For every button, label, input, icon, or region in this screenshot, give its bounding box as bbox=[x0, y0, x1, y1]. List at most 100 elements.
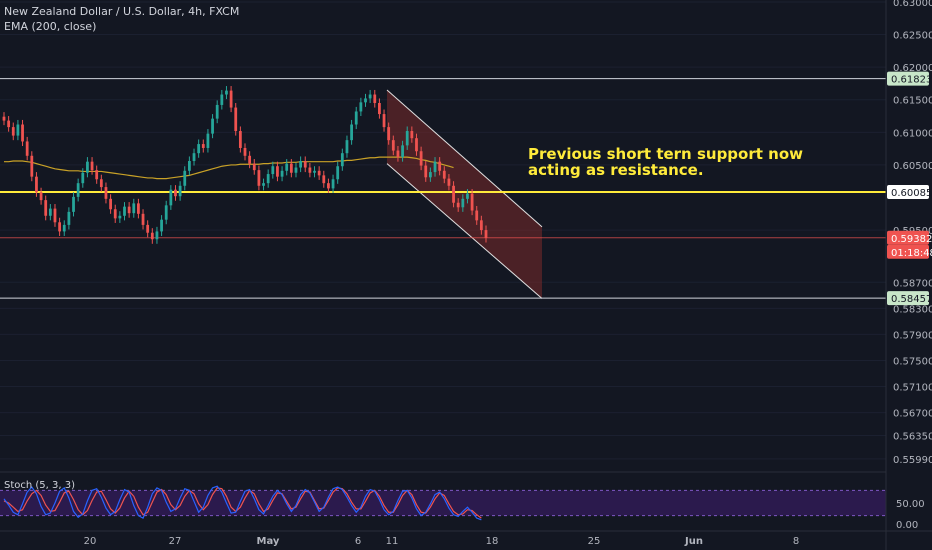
candle-body bbox=[21, 124, 24, 142]
candle-body bbox=[132, 203, 136, 214]
price-tick-label: 0.62000 bbox=[893, 63, 932, 74]
candle-body bbox=[336, 166, 340, 180]
candle-body bbox=[442, 170, 446, 179]
candle-body bbox=[72, 196, 75, 212]
candle-body bbox=[160, 219, 163, 232]
price-tick-label: 0.57100 bbox=[893, 383, 932, 394]
candlesticks bbox=[2, 86, 488, 244]
time-tick-label: 8 bbox=[793, 536, 799, 547]
time-tick-label: 20 bbox=[84, 536, 97, 547]
candle-body bbox=[206, 133, 210, 148]
annotation-line-1: Previous short tern support now bbox=[528, 145, 803, 163]
price-tag-label: 0.61823 bbox=[891, 75, 932, 86]
candle-body bbox=[30, 155, 34, 177]
price-tag-label: 0.59382 bbox=[891, 234, 932, 245]
candle-body bbox=[7, 120, 11, 128]
candle-body bbox=[415, 138, 418, 152]
candle-body bbox=[387, 127, 391, 141]
candle-body bbox=[470, 193, 474, 211]
candle-body bbox=[183, 170, 187, 186]
candle-body bbox=[201, 144, 205, 148]
candle-body bbox=[220, 94, 224, 105]
candle-body bbox=[313, 170, 316, 173]
stoch-tick-label: 0.00 bbox=[896, 520, 918, 531]
candle-body bbox=[461, 198, 465, 208]
candle-body bbox=[475, 210, 479, 221]
candle-body bbox=[391, 140, 395, 151]
candle-body bbox=[271, 166, 275, 175]
candle-body bbox=[99, 179, 103, 188]
countdown-label: 01:18:48 bbox=[891, 248, 932, 259]
candle-body bbox=[48, 208, 52, 216]
price-tag bbox=[887, 71, 929, 86]
candle-body bbox=[187, 161, 191, 171]
candle-body bbox=[456, 202, 460, 208]
candle-body bbox=[137, 203, 140, 214]
candle-body bbox=[155, 231, 159, 240]
candle-body bbox=[345, 140, 349, 154]
candle-body bbox=[308, 167, 312, 173]
time-tick-label: 25 bbox=[588, 536, 601, 547]
candle-body bbox=[215, 104, 219, 119]
time-tick-label: 27 bbox=[169, 536, 182, 547]
horizontal-levels bbox=[0, 78, 886, 299]
candle-body bbox=[410, 131, 414, 139]
candle-body bbox=[373, 94, 377, 103]
candle-body bbox=[104, 187, 108, 199]
time-tick-label: 6 bbox=[355, 536, 361, 547]
ema-line bbox=[4, 156, 454, 180]
candle-body bbox=[58, 222, 62, 232]
price-tick-label: 0.62500 bbox=[893, 31, 932, 42]
candle-body bbox=[192, 153, 196, 162]
candle-body bbox=[447, 178, 451, 186]
candle-body bbox=[248, 155, 252, 164]
stoch-tick-label: 50.00 bbox=[896, 499, 925, 510]
price-tick-label: 0.58700 bbox=[893, 278, 932, 289]
candle-body bbox=[225, 90, 228, 95]
price-tick-label: 0.60500 bbox=[893, 161, 932, 172]
candle-body bbox=[466, 193, 469, 199]
candle-body bbox=[405, 131, 409, 146]
candle-body bbox=[2, 116, 6, 121]
candle-body bbox=[76, 183, 80, 197]
candle-body bbox=[174, 189, 177, 197]
candle-body bbox=[280, 170, 284, 177]
channel-upper-line bbox=[386, 89, 543, 228]
candle-body bbox=[327, 183, 330, 189]
candle-body bbox=[479, 220, 483, 231]
candle-body bbox=[396, 150, 400, 158]
candle-body bbox=[53, 208, 57, 223]
candle-body bbox=[123, 206, 126, 216]
candle-body bbox=[95, 170, 99, 180]
annotation-text: Previous short tern support now acting a… bbox=[528, 146, 803, 178]
price-tick-label: 0.56350 bbox=[893, 431, 932, 442]
time-tick-label: May bbox=[257, 536, 280, 547]
candle-body bbox=[484, 230, 488, 238]
candle-body bbox=[350, 124, 353, 141]
price-tag bbox=[887, 291, 929, 306]
candle-body bbox=[118, 215, 122, 219]
channel-lower-line bbox=[386, 163, 543, 299]
candle-body bbox=[340, 153, 344, 167]
candle-body bbox=[90, 161, 94, 171]
price-tick-label: 0.61500 bbox=[893, 96, 932, 107]
candle-body bbox=[438, 161, 442, 171]
candle-body bbox=[299, 161, 303, 168]
candle-body bbox=[141, 213, 145, 225]
candle-body bbox=[35, 176, 38, 193]
price-tick-label: 0.61000 bbox=[893, 128, 932, 139]
price-tick-label: 0.55990 bbox=[893, 455, 932, 466]
chart-title: New Zealand Dollar / U.S. Dollar, 4h, FX… bbox=[4, 5, 240, 18]
channel-fill bbox=[387, 89, 542, 299]
candle-body bbox=[243, 147, 247, 156]
candle-body bbox=[238, 131, 242, 148]
candle-body bbox=[257, 170, 261, 186]
candle-body bbox=[211, 118, 214, 134]
candle-body bbox=[354, 111, 358, 125]
price-tick-label: 0.63000 bbox=[893, 0, 932, 9]
time-axis: 20 27 May 6 11 18 25 Jun 8 bbox=[0, 530, 932, 547]
candle-body bbox=[419, 151, 423, 166]
candle-body bbox=[276, 166, 279, 177]
candle-body bbox=[452, 185, 455, 203]
candle-body bbox=[25, 141, 29, 156]
